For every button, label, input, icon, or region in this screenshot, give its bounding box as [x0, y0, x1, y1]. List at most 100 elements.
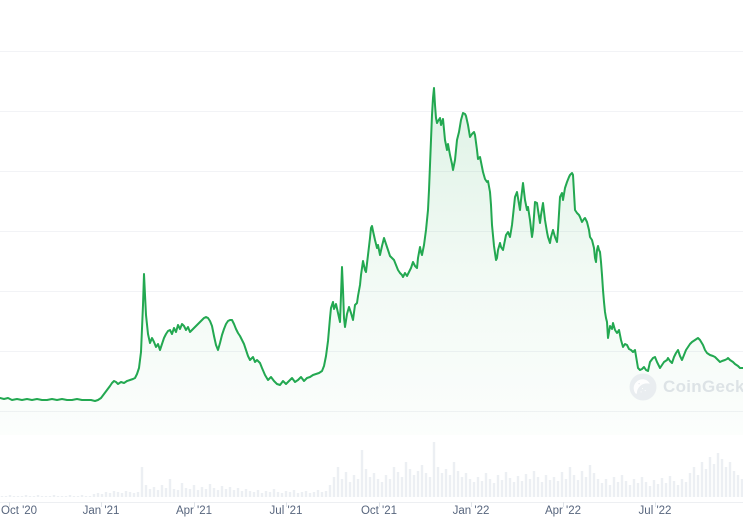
volume-bar: [384, 475, 388, 497]
volume-bar: [216, 490, 220, 497]
volume-bar: [592, 473, 596, 497]
volume-bar: [236, 488, 240, 497]
volume-bar: [316, 490, 320, 497]
volume-bar: [652, 480, 656, 497]
volume-bar: [556, 481, 560, 497]
volume-bar: [328, 485, 332, 497]
volume-bar: [340, 479, 344, 497]
volume-bar: [148, 489, 152, 497]
volume-bar: [40, 496, 44, 497]
volume-bar: [292, 490, 296, 497]
volume-bar: [696, 475, 700, 497]
volume-bar: [100, 494, 104, 497]
x-axis-label: Jan '21: [82, 505, 120, 517]
volume-bar: [484, 473, 488, 497]
volume-bar: [632, 479, 636, 497]
volume-bar: [468, 479, 472, 497]
volume-bar: [528, 479, 532, 497]
volume-bar: [480, 481, 484, 497]
volume-bar: [308, 493, 312, 497]
volume-bar: [228, 487, 232, 497]
volume-bar: [548, 480, 552, 497]
volume-bar: [512, 482, 516, 497]
volume-bar: [180, 483, 184, 497]
volume-bar: [692, 467, 696, 497]
volume-bar: [584, 477, 588, 497]
volume-bar: [432, 442, 436, 497]
x-axis-label: Apr '22: [544, 505, 582, 517]
volume-bar: [64, 496, 68, 497]
volume-bar: [256, 490, 260, 497]
volume-bar: [400, 477, 404, 497]
volume-bar: [644, 482, 648, 497]
volume-bar: [424, 473, 428, 497]
volume-bar: [192, 485, 196, 497]
volume-bar: [168, 479, 172, 497]
volume-bar: [636, 483, 640, 497]
volume-bar: [708, 457, 712, 497]
volume-bar: [240, 491, 244, 497]
volume-bar: [48, 496, 52, 497]
volume-bar: [188, 489, 192, 497]
volume-bar: [184, 488, 188, 497]
volume-bar: [388, 479, 392, 497]
volume-bar: [564, 479, 568, 497]
volume-bar: [624, 481, 628, 497]
volume-bar: [136, 492, 140, 497]
volume-bar: [60, 496, 64, 497]
volume-bar: [408, 469, 412, 497]
volume-bar: [412, 475, 416, 497]
volume-bar: [52, 495, 56, 497]
volume-bar: [500, 480, 504, 497]
volume-bar: [128, 492, 132, 497]
volume-bar: [736, 475, 740, 497]
volume-bar: [160, 485, 164, 497]
volume-bar: [12, 496, 16, 497]
volume-bar: [320, 492, 324, 497]
volume-bar: [68, 495, 72, 497]
volume-bar: [712, 464, 716, 497]
x-axis-label: Jan '22: [452, 505, 490, 517]
x-axis-label: Oct '21: [360, 505, 398, 517]
volume-bar: [552, 477, 556, 497]
volume-bar: [208, 484, 212, 497]
volume-bar: [464, 473, 468, 497]
volume-bar: [448, 475, 452, 497]
volume-bar: [608, 485, 612, 497]
volume-bar: [704, 469, 708, 497]
volume-bar: [456, 471, 460, 497]
volume-bar: [28, 496, 32, 497]
volume-bar: [532, 471, 536, 497]
volume-bar: [212, 488, 216, 497]
volume-bar: [44, 496, 48, 497]
volume-bar: [376, 479, 380, 497]
volume-bar: [428, 477, 432, 497]
volume-bar: [272, 489, 276, 497]
volume-bar: [656, 484, 660, 497]
volume-bar: [440, 473, 444, 497]
volume-bar: [300, 492, 304, 497]
volume-bar: [436, 467, 440, 497]
volume-bar: [688, 473, 692, 497]
volume-bar: [172, 489, 176, 497]
volume-bar: [368, 477, 372, 497]
volume-bar: [576, 480, 580, 497]
volume-bar: [724, 467, 728, 497]
x-axis-label: Jul '21: [269, 505, 303, 517]
volume-bar: [4, 496, 8, 497]
volume-bar: [396, 472, 400, 497]
volume-bar: [132, 493, 136, 497]
volume-bar: [516, 476, 520, 497]
volume-bar: [200, 487, 204, 497]
volume-bar: [112, 491, 116, 497]
volume-bar: [416, 471, 420, 497]
volume-bar: [108, 493, 112, 497]
x-axis-label: Apr '21: [175, 505, 213, 517]
volume-bar: [56, 496, 60, 497]
volume-bar: [304, 491, 308, 497]
volume-bar: [24, 495, 28, 497]
volume-bar: [476, 477, 480, 497]
volume-bar: [0, 496, 4, 497]
